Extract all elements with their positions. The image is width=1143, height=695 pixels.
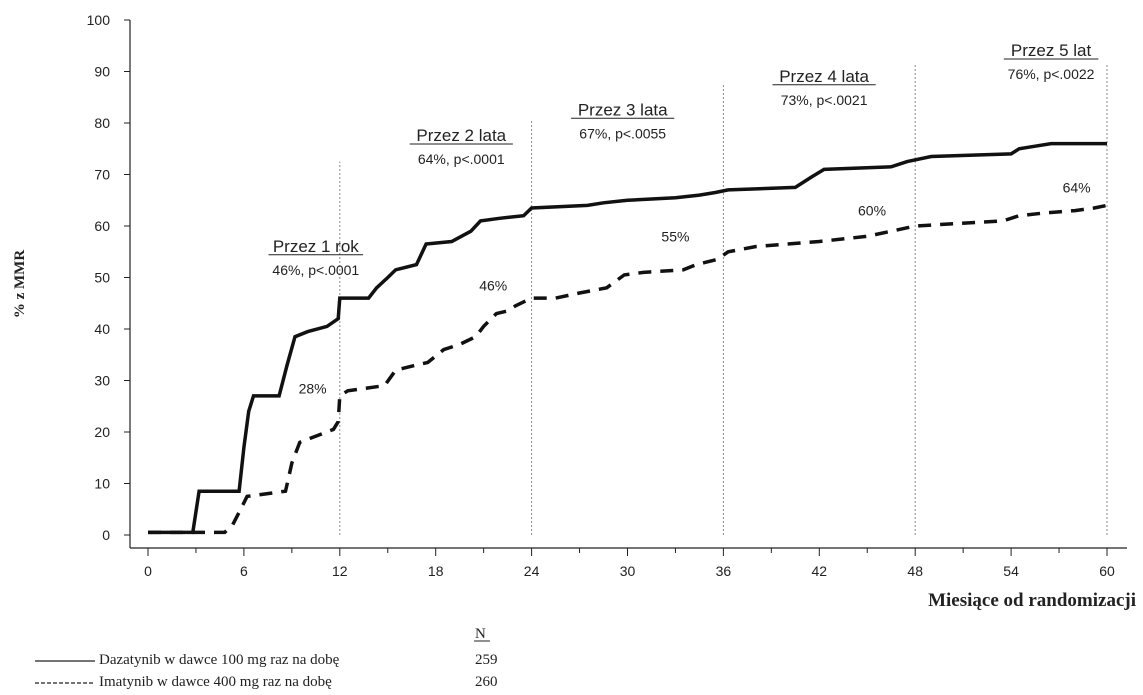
series-line-dazatynib <box>148 141 1107 535</box>
legend-n-imatynib: 260 <box>475 674 498 690</box>
y-tick-label: 20 <box>94 424 110 440</box>
series-line-imatynib <box>148 203 1108 535</box>
x-tick-label: 42 <box>812 563 828 579</box>
y-tick-label: 10 <box>94 476 110 492</box>
point-labels: 28% 46% 55% 60% 64% <box>295 179 1094 398</box>
annotation-title: Przez 2 lata <box>416 126 506 145</box>
point-label-bg <box>855 202 890 220</box>
x-tick-label: 12 <box>332 563 348 579</box>
y-tick-label: 40 <box>94 321 110 337</box>
x-tick-label: 36 <box>716 563 732 579</box>
y-tick-label: 60 <box>94 218 110 234</box>
x-tick-label: 6 <box>240 563 248 579</box>
point-label-bg <box>295 380 330 398</box>
annotation-stat: 64%, p<.0001 <box>418 151 505 167</box>
legend-n-header: N <box>475 626 486 642</box>
legend: N Dazatynib w dawce 100 mg raz na dobę 2… <box>35 626 498 690</box>
annotation-stat: 46%, p<.0001 <box>272 262 359 278</box>
x-tick-label: 30 <box>620 563 636 579</box>
y-ticks: 0 10 20 30 40 50 60 70 80 90 100 <box>87 12 130 543</box>
x-tick-label: 0 <box>144 563 152 579</box>
y-tick-label: 90 <box>94 64 110 80</box>
point-label-bg <box>476 277 511 295</box>
point-label: 55% <box>661 228 689 244</box>
x-axis-label: Miesiące od randomizacji <box>928 590 1136 611</box>
point-label-bg <box>1059 179 1094 197</box>
point-label: 64% <box>1063 180 1091 196</box>
y-tick-label: 50 <box>94 270 110 286</box>
series-lines <box>148 141 1108 535</box>
annotation-title: Przez 3 lata <box>578 100 668 119</box>
year-annotations: Przez 1 rok 46%, p<.0001 Przez 2 lata 64%, … <box>268 41 1099 278</box>
x-tick-label: 54 <box>1003 563 1019 579</box>
point-label: 28% <box>299 380 327 396</box>
y-tick-label: 80 <box>94 115 110 131</box>
y-tick-label: 100 <box>87 12 111 28</box>
annotation-stat: 76%, p<.0022 <box>1008 66 1095 82</box>
legend-label-imatynib: Imatynib w dawce 400 mg raz na dobę <box>99 674 332 690</box>
y-axis-label: % z MMR <box>12 250 28 318</box>
x-tick-label: 48 <box>907 563 923 579</box>
legend-label-dazatynib: Dazatynib w dawce 100 mg raz na dobę <box>99 652 340 668</box>
x-tick-label: 60 <box>1099 563 1115 579</box>
annotation-title: Przez 4 lata <box>779 67 869 86</box>
legend-n-dazatynib: 259 <box>475 652 498 668</box>
annotation-stat: 73%, p<.0021 <box>781 92 868 108</box>
y-tick-label: 30 <box>94 373 110 389</box>
y-tick-label: 70 <box>94 167 110 183</box>
x-tick-label: 18 <box>428 563 444 579</box>
point-label-bg <box>658 228 693 246</box>
point-label: 60% <box>858 203 886 219</box>
x-tick-label: 24 <box>524 563 540 579</box>
point-label: 46% <box>479 277 507 293</box>
x-ticks: 0 6 12 18 24 30 36 42 48 54 60 <box>144 548 1115 579</box>
annotation-title: Przez 1 rok <box>273 237 359 256</box>
annotation-stat: 67%, p<.0055 <box>579 125 666 141</box>
y-tick-label: 0 <box>102 527 110 543</box>
axes <box>129 20 1127 549</box>
annotation-title: Przez 5 lat <box>1011 41 1092 60</box>
